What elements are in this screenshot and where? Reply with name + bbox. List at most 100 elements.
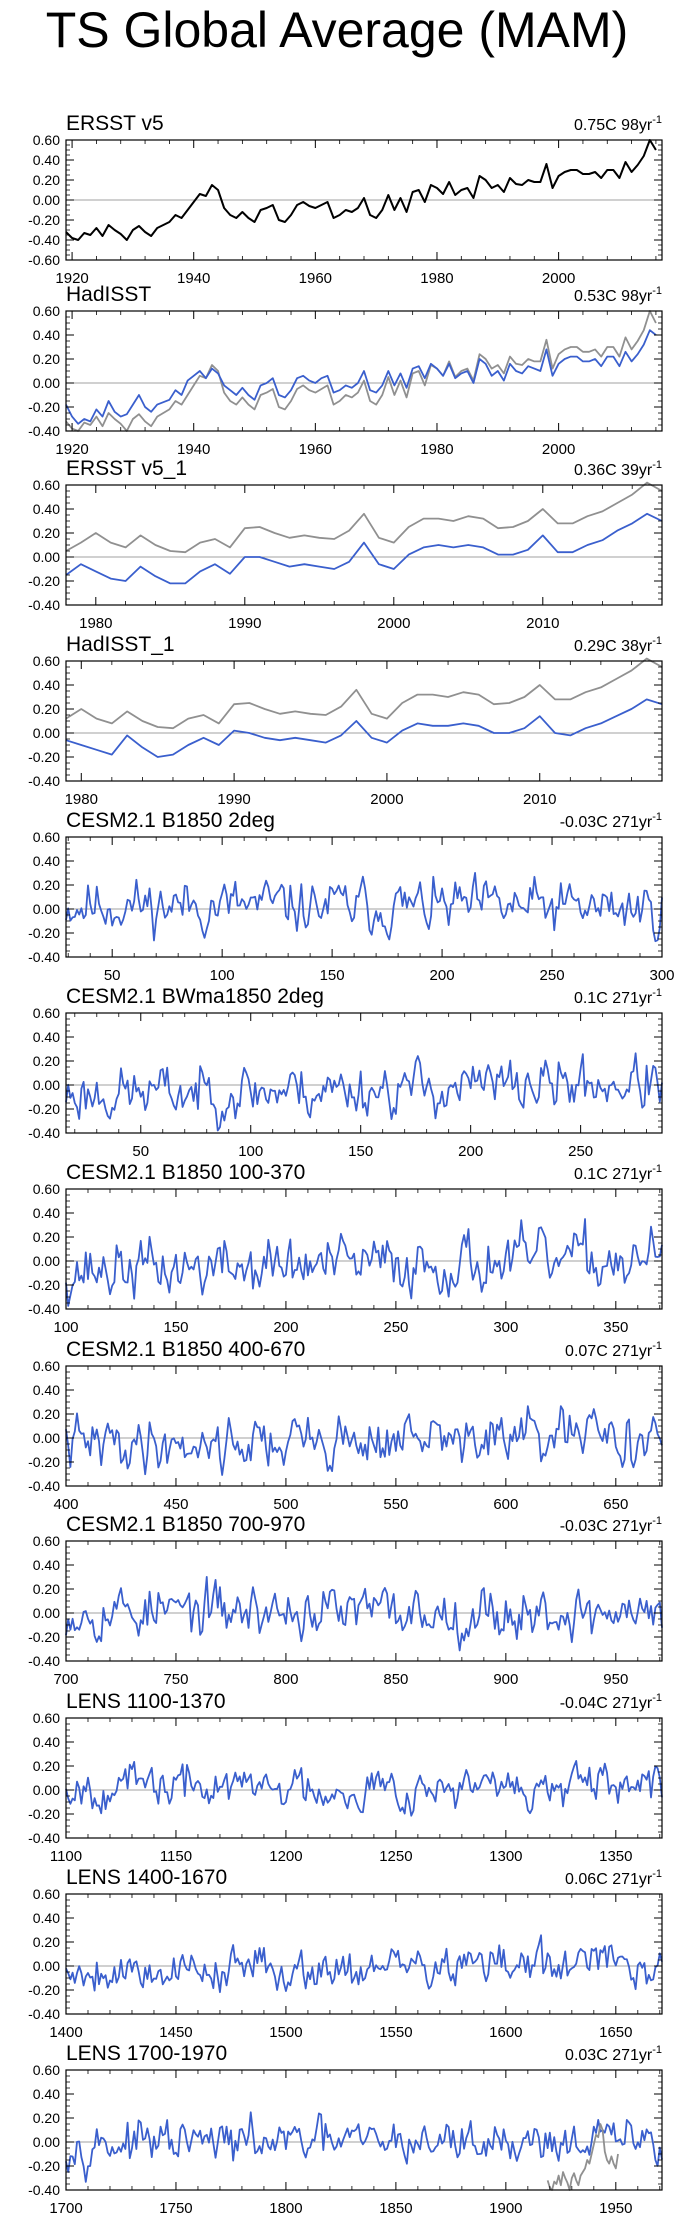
x-tick-label: 200 [430, 967, 455, 984]
x-tick-label: 1940 [177, 441, 210, 458]
y-tick-label: -0.40 [28, 1125, 60, 1141]
x-tick-label: 450 [163, 1496, 188, 1513]
trend-exponent: -1 [652, 285, 662, 297]
chart-panel-8: CESM2.1 B1850 400-670 0.07C 271yr-1 0.60 0.… [28, 1338, 663, 1513]
y-tick-label: 0.20 [33, 525, 60, 541]
x-tick-label: 500 [273, 1496, 298, 1513]
series-line-1 [65, 1575, 663, 1652]
y-tick-label: 0.40 [33, 1557, 60, 1573]
x-tick-label: 1990 [228, 615, 261, 632]
y-tick-label: 0.00 [33, 1253, 60, 1269]
x-tick-label: 50 [104, 967, 121, 984]
panel-trend: 0.03C 271yr-1 [565, 2044, 662, 2064]
y-tick-label: 0.40 [33, 501, 60, 517]
x-tick-label: 150 [163, 1319, 188, 1336]
y-tick-label: -0.20 [28, 1982, 60, 1998]
x-tick-label: 1950 [599, 2200, 632, 2217]
y-tick-label: -0.40 [28, 423, 60, 439]
y-tick-label: -0.20 [28, 573, 60, 589]
y-tick-label: 0.60 [33, 1533, 60, 1549]
chart-panel-6: CESM2.1 BWma1850 2deg 0.1C 271yr-1 0.60 0.4… [28, 985, 663, 1160]
y-tick-label: 0.20 [33, 1758, 60, 1774]
y-tick-label: -0.40 [28, 773, 60, 789]
trend-value: 0.29C 38yr [574, 638, 653, 655]
x-tick-label: 1960 [299, 441, 332, 458]
x-tick-label: 250 [540, 967, 565, 984]
panel-title: CESM2.1 B1850 400-670 [66, 1338, 305, 1361]
series-line-1 [65, 310, 657, 432]
x-tick-label: 1200 [269, 1848, 302, 1865]
y-tick-label: 0.00 [33, 1782, 60, 1798]
y-tick-label: 0.60 [33, 653, 60, 669]
y-tick-label: 0.60 [33, 477, 60, 493]
trend-value: 0.75C 98yr [574, 117, 653, 134]
panel-trend: 0.75C 98yr-1 [574, 114, 662, 134]
y-tick-label: -0.40 [28, 232, 60, 248]
x-tick-label: 100 [53, 1319, 78, 1336]
y-tick-label: -0.40 [28, 1301, 60, 1317]
x-tick-label: 1920 [55, 270, 88, 287]
panel-title: LENS 1700-1970 [66, 2042, 227, 2065]
trend-exponent: -1 [652, 1340, 662, 1352]
x-tick-label: 250 [383, 1319, 408, 1336]
series-line-1 [65, 1052, 663, 1132]
trend-exponent: -1 [652, 987, 662, 999]
panel-trend: 0.07C 271yr-1 [565, 1340, 662, 1360]
trend-exponent: -1 [652, 1163, 662, 1175]
x-tick-label: 1980 [420, 441, 453, 458]
y-tick-label: 0.00 [33, 1430, 60, 1446]
y-tick-label: -0.40 [28, 1830, 60, 1846]
trend-value: 0.53C 98yr [574, 288, 653, 305]
chart-panel-5: CESM2.1 B1850 2deg -0.03C 271yr-1 0.60 0.40… [28, 809, 674, 984]
y-tick-label: 0.00 [33, 1958, 60, 1974]
panel-title: LENS 1400-1670 [66, 1866, 227, 1889]
y-tick-label: -0.20 [28, 1277, 60, 1293]
x-tick-label: 1400 [49, 2024, 82, 2041]
y-tick-label: 0.00 [33, 1077, 60, 1093]
x-tick-label: 800 [273, 1671, 298, 1688]
y-tick-label: -0.40 [28, 949, 60, 965]
panel-trend: -0.03C 271yr-1 [560, 1515, 662, 1535]
trend-value: -0.03C 271yr [560, 814, 653, 831]
trend-exponent: -1 [652, 114, 662, 126]
y-tick-label: -0.20 [28, 399, 60, 415]
plot-frame [65, 1717, 663, 1839]
panel-trend: -0.04C 271yr-1 [560, 1692, 662, 1712]
series-line-1 [65, 481, 663, 554]
panel-title: LENS 1100-1370 [66, 1690, 226, 1713]
x-tick-label: 100 [210, 967, 235, 984]
panel-title: HadISST_1 [66, 633, 175, 656]
series-line-1 [65, 657, 663, 730]
chart-panel-11: LENS 1400-1670 0.06C 271yr-1 0.60 0.40 0.20 0… [28, 1866, 663, 2041]
chart-panel-4: HadISST_1 0.29C 38yr-1 0.60 0.40 0.20 0.00 -0.… [28, 633, 663, 808]
y-tick-label: 0.40 [33, 1910, 60, 1926]
x-tick-label: 300 [649, 967, 674, 984]
x-tick-label: 900 [493, 1671, 518, 1688]
chart-panel-1: ERSST v5 0.75C 98yr-1 0.60 0.40 0.20 0.00 -0.2… [28, 112, 663, 287]
y-tick-label: 0.60 [33, 1005, 60, 1021]
trend-value: 0.1C 271yr [574, 1166, 653, 1183]
trend-exponent: -1 [652, 1515, 662, 1527]
x-tick-label: 600 [493, 1496, 518, 1513]
trend-value: 0.06C 271yr [565, 1871, 653, 1888]
y-tick-label: 0.40 [33, 677, 60, 693]
y-tick-label: 0.60 [33, 303, 60, 319]
plot-frame [65, 1012, 663, 1134]
x-tick-label: 2000 [542, 270, 575, 287]
x-tick-label: 1980 [420, 270, 453, 287]
y-tick-label: -0.20 [28, 2158, 60, 2174]
series-line-2 [65, 329, 657, 425]
x-tick-label: 1980 [65, 791, 98, 808]
x-tick-label: 550 [383, 1496, 408, 1513]
panel-title: CESM2.1 B1850 2deg [66, 809, 275, 832]
y-tick-label: 0.00 [33, 549, 60, 565]
x-tick-label: 1550 [379, 2024, 412, 2041]
x-tick-label: 2000 [370, 791, 403, 808]
trend-exponent: -1 [652, 811, 662, 823]
series-line-1 [65, 139, 657, 241]
x-tick-label: 1500 [269, 2024, 302, 2041]
y-tick-label: 0.00 [33, 901, 60, 917]
panel-title: HadISST [66, 283, 151, 306]
x-tick-label: 100 [238, 1143, 263, 1160]
